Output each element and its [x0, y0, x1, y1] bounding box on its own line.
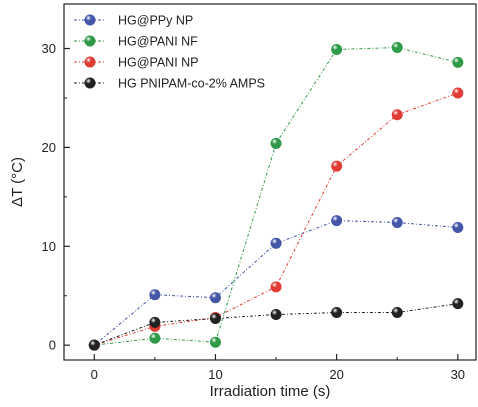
data-point: [391, 307, 403, 319]
data-point: [149, 316, 161, 328]
data-point: [88, 339, 100, 351]
legend-entry: HG@PANI NP: [74, 56, 199, 70]
series-line: [94, 47, 458, 346]
legend-entry: HG@PANI NF: [74, 35, 198, 49]
data-point: [209, 292, 221, 304]
data-point: [270, 137, 282, 149]
y-axis-title: ΔT (°C): [9, 157, 26, 207]
y-tick-label: 20: [42, 140, 56, 155]
legend-label: HG@PANI NF: [118, 35, 198, 49]
series-1: [88, 215, 464, 351]
legend-label: HG@PANI NP: [118, 56, 199, 70]
data-point: [452, 56, 464, 68]
data-point: [452, 221, 464, 233]
legend-marker: [84, 14, 96, 26]
legend-label: HG PNIPAM-co-2% AMPS: [118, 77, 265, 91]
data-point: [149, 332, 161, 344]
legend-label: HG@PPy NP: [118, 14, 193, 28]
series-layer: [88, 42, 464, 351]
series-line: [94, 92, 458, 346]
plot-frame: [63, 3, 477, 361]
axes: 0 10 20 30 0 10 20 30: [42, 41, 466, 382]
x-tick-label: 0: [91, 367, 98, 382]
plot-area: [63, 3, 477, 361]
data-point: [452, 87, 464, 99]
data-point: [391, 217, 403, 229]
data-point: [331, 215, 343, 227]
y-tick-label: 0: [49, 338, 56, 353]
data-point: [270, 237, 282, 249]
legend-marker: [84, 35, 96, 47]
x-tick-label: 20: [329, 367, 343, 382]
data-point: [270, 281, 282, 293]
x-axis-title: Irradiation time (s): [210, 383, 331, 400]
data-point: [331, 307, 343, 319]
legend-entry: HG@PPy NP: [74, 14, 193, 28]
data-point: [209, 312, 221, 324]
data-point: [452, 298, 464, 310]
data-point: [270, 309, 282, 321]
y-tick-label: 10: [42, 239, 56, 254]
data-point: [209, 336, 221, 348]
legend: HG@PPy NP HG@PANI NF HG@PANI NP HG PNIPAM-c…: [74, 14, 265, 91]
y-tick-label: 30: [42, 41, 56, 56]
legend-marker: [84, 77, 96, 89]
x-tick-label: 10: [208, 367, 222, 382]
data-point: [149, 289, 161, 301]
data-point: [391, 42, 403, 54]
legend-marker: [84, 56, 96, 68]
data-point: [331, 43, 343, 55]
series-4: [88, 298, 464, 351]
x-tick-label: 30: [451, 367, 465, 382]
legend-entry: HG PNIPAM-co-2% AMPS: [74, 77, 265, 91]
data-point: [391, 109, 403, 121]
data-point: [331, 160, 343, 172]
